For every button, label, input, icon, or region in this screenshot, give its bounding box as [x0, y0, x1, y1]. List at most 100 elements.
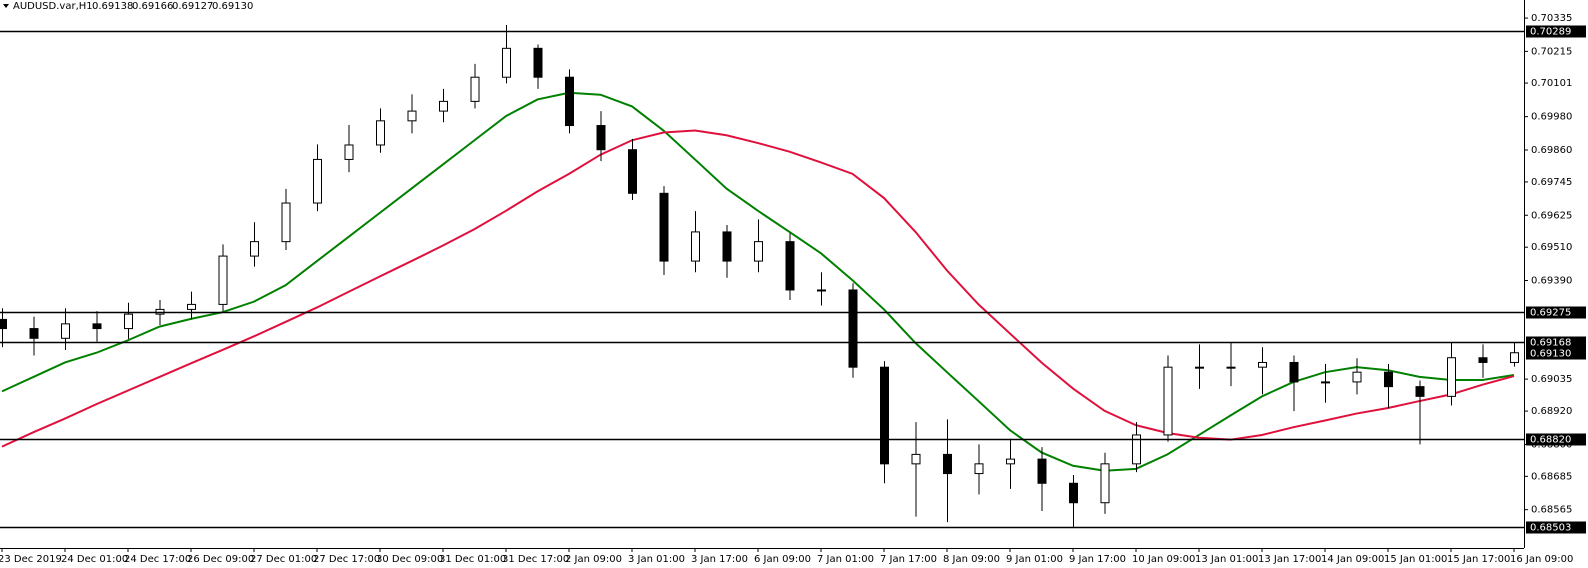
menu-icon[interactable]: [3, 4, 9, 8]
candle-body: [344, 144, 354, 160]
candle-body: [691, 231, 700, 262]
candle-body: [1447, 357, 1456, 397]
moving-average: [1, 129, 1515, 448]
candle-body: [1069, 482, 1078, 504]
candle-body: [1037, 458, 1047, 484]
symbol: AUDUSD.var,H1: [13, 1, 93, 12]
candle-body: [92, 323, 102, 330]
x-tick-label: 31 Dec 17:00: [502, 554, 569, 565]
candle-body: [1006, 458, 1015, 465]
x-tick-label: 27 Dec 01:00: [250, 554, 317, 565]
x-tick-label: 2 Jan 09:00: [565, 554, 622, 565]
y-tick-label: 0.69390: [1531, 276, 1572, 287]
quote-value: 0.69166: [132, 1, 173, 12]
x-tick-label: 24 Dec 17:00: [124, 554, 191, 565]
x-tick-label: 7 Jan 01:00: [817, 554, 874, 565]
y-tick-label: 0.69745: [1531, 177, 1572, 188]
x-tick-label: 8 Jan 09:00: [943, 554, 1000, 565]
candle-body: [722, 231, 732, 262]
y-tick-label: 0.69980: [1531, 112, 1572, 123]
x-tick-label: 9 Jan 17:00: [1069, 554, 1126, 565]
x-tick-label: 16 Jan 09:00: [1510, 554, 1573, 565]
level-tag: [1526, 433, 1586, 446]
candle-body: [533, 47, 543, 78]
level-label: 0.68503: [1530, 523, 1571, 534]
y-tick-label: 0.70215: [1531, 46, 1572, 57]
candle-body: [218, 255, 228, 305]
x-tick-label: 27 Dec 17:00: [313, 554, 380, 565]
moving-average: [1, 91, 1515, 472]
level-tag: [1526, 521, 1586, 534]
candle-body: [880, 366, 889, 465]
y-tick-label: 0.68565: [1531, 505, 1572, 516]
candle-body: [754, 241, 763, 262]
x-tick-label: 24 Dec 01:00: [61, 554, 128, 565]
candle-body: [596, 125, 606, 151]
level-tag: [1526, 306, 1586, 319]
level-tag: [1526, 347, 1586, 360]
y-tick-label: 0.69035: [1531, 374, 1572, 385]
quote-value: 0.69130: [212, 1, 253, 12]
x-tick-label: 3 Jan 17:00: [691, 554, 748, 565]
y-tick-label: 0.68685: [1531, 471, 1572, 482]
candle-body: [250, 241, 259, 257]
candle-body: [628, 149, 637, 194]
candle-body: [1132, 434, 1141, 465]
level-label: 0.69168: [1530, 338, 1571, 349]
candle-body: [124, 313, 133, 330]
level-label: 0.70289: [1530, 27, 1571, 38]
level-label: 0.69130: [1530, 349, 1571, 360]
candle-body: [1100, 463, 1110, 504]
candle-body: [187, 303, 196, 310]
candle-body: [659, 192, 669, 262]
y-tick-label: 0.70335: [1531, 13, 1572, 24]
candle-body: [1195, 366, 1204, 369]
candle-body: [313, 158, 322, 204]
y-tick-label: 0.69625: [1531, 210, 1572, 221]
candle-body: [785, 241, 795, 291]
candle-body: [1510, 352, 1519, 363]
candle-body: [1226, 366, 1236, 369]
x-tick-label: 23 Dec 2019: [0, 554, 62, 565]
candle-body: [376, 120, 385, 146]
x-tick-label: 7 Jan 17:00: [880, 554, 937, 565]
candle-body: [1352, 371, 1362, 383]
quote-value: 0.69138: [92, 1, 133, 12]
level-tag: [1526, 25, 1586, 38]
candle-body: [407, 110, 417, 122]
x-tick-label: 15 Jan 17:00: [1447, 554, 1510, 565]
candle-body: [470, 76, 480, 102]
y-tick-label: 0.69510: [1531, 242, 1572, 253]
candle-body: [911, 453, 921, 465]
x-tick-label: 30 Dec 09:00: [376, 554, 443, 565]
candle-body: [281, 202, 291, 243]
quote-value: 0.69127: [172, 1, 213, 12]
candle-body: [848, 289, 858, 368]
candle-body: [817, 289, 826, 292]
candle-body: [565, 76, 574, 127]
x-tick-label: 26 Dec 09:00: [187, 554, 254, 565]
candle-body: [1163, 366, 1173, 436]
x-tick-label: 13 Jan 01:00: [1195, 554, 1258, 565]
candle-body: [0, 318, 7, 330]
candle-body: [1258, 361, 1267, 368]
level-label: 0.69275: [1530, 308, 1571, 319]
x-tick-label: 14 Jan 09:00: [1321, 554, 1384, 565]
candle-body: [943, 453, 952, 475]
candle-body: [1289, 361, 1299, 383]
candle-body: [439, 100, 448, 112]
candle-body: [1415, 386, 1425, 397]
level-label: 0.68820: [1530, 435, 1571, 446]
x-tick-label: 13 Jan 17:00: [1258, 554, 1321, 565]
y-tick-label: 0.70101: [1531, 78, 1572, 89]
candle-body: [974, 463, 984, 475]
y-tick-label: 0.69860: [1531, 145, 1572, 156]
candle-body: [29, 328, 39, 339]
candle-body: [1384, 371, 1393, 388]
x-tick-label: 9 Jan 01:00: [1006, 554, 1063, 565]
x-tick-label: 3 Jan 01:00: [628, 554, 685, 565]
level-tag: [1526, 336, 1586, 349]
candle-body: [1321, 381, 1330, 384]
candle-body: [1478, 357, 1488, 363]
